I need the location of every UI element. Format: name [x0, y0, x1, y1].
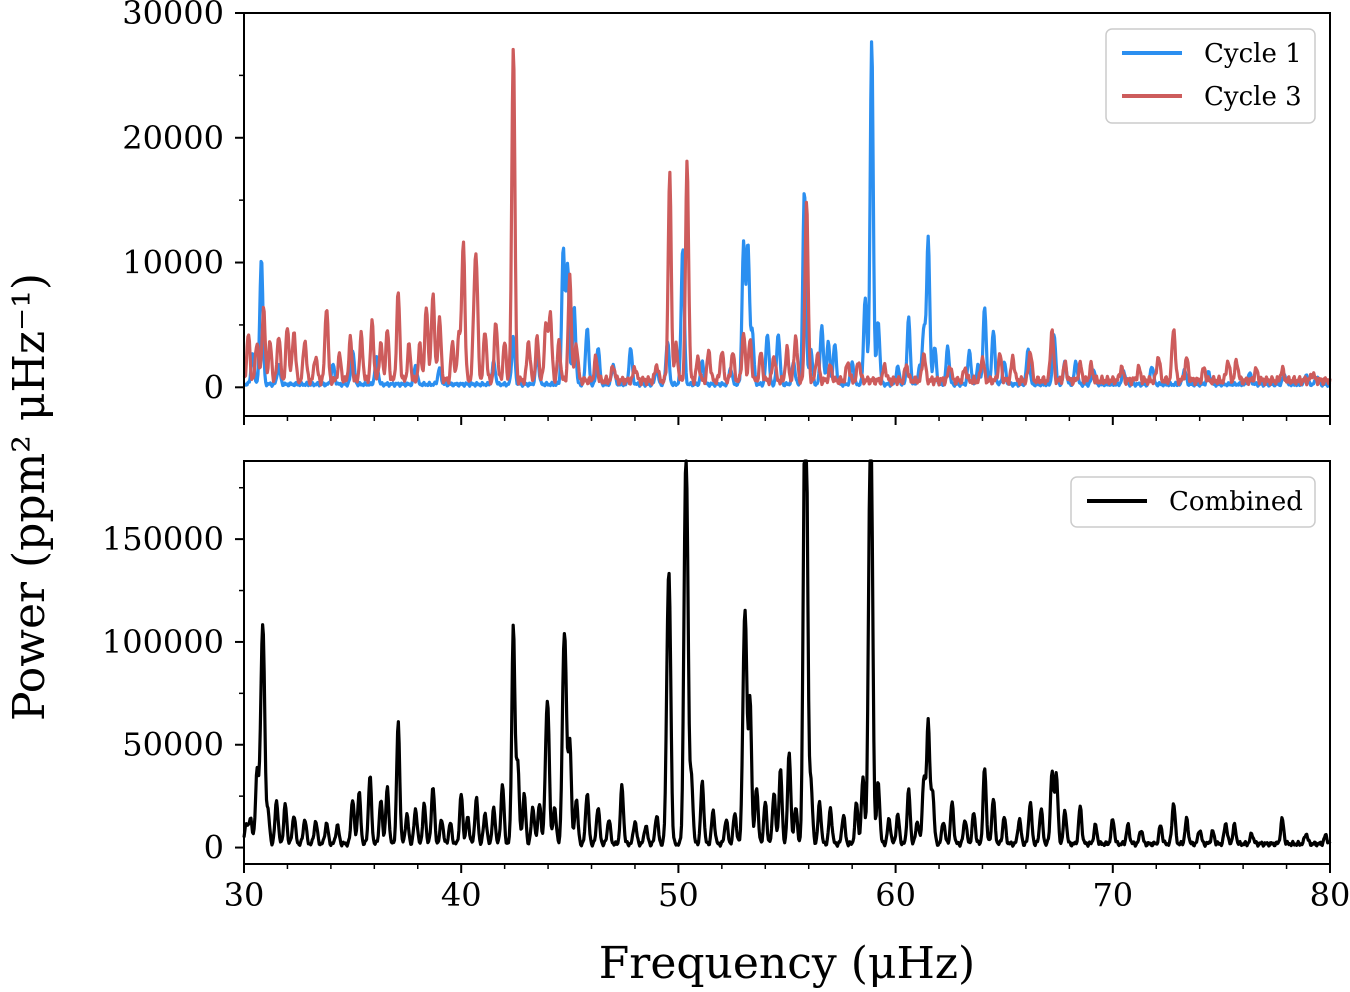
- y-tick-label: 50000: [122, 726, 224, 764]
- bottom-y-tick-labels: 0 50000 100000 150000: [102, 520, 224, 866]
- series-combined-line: [242, 459, 1332, 848]
- x-tick-label: 40: [441, 876, 482, 914]
- top-axes-frame: [243, 12, 1331, 417]
- legend-label-combined: Combined: [1169, 487, 1303, 517]
- y-axis-title: Power (ppm² μHz⁻¹): [4, 273, 55, 721]
- top-panel: 0 10000 20000 30000 Cycle 1 Cycle 3: [122, 0, 1332, 425]
- top-legend: Cycle 1 Cycle 3: [1105, 28, 1316, 124]
- y-tick-label: 10000: [122, 244, 224, 282]
- top-y-tick-labels: 0 10000 20000 30000: [122, 0, 224, 406]
- y-tick-label: 0: [204, 829, 224, 867]
- y-tick-label: 20000: [122, 119, 224, 157]
- legend-label-cycle-3: Cycle 3: [1204, 82, 1302, 112]
- x-tick-label: 50: [658, 876, 699, 914]
- top-series-group: [242, 40, 1332, 388]
- x-tick-label: 70: [1092, 876, 1133, 914]
- bottom-panel: 0 50000 100000 150000 30 40 50 60 70 80 Combined: [102, 459, 1350, 914]
- y-tick-label: 0: [204, 368, 224, 406]
- y-tick-label: 150000: [102, 520, 224, 558]
- series-cycle-3-line: [242, 47, 1332, 387]
- bottom-axes-frame: [243, 460, 1331, 865]
- bottom-legend-box: [1070, 476, 1316, 528]
- x-tick-labels: 30 40 50 60 70 80: [224, 876, 1350, 914]
- bottom-legend: Combined: [1070, 476, 1316, 528]
- y-tick-label: 100000: [102, 623, 224, 661]
- x-axis-title: Frequency (μHz): [599, 938, 975, 989]
- legend-label-cycle-1: Cycle 1: [1204, 39, 1302, 69]
- x-tick-label: 80: [1310, 876, 1350, 914]
- y-tick-label: 30000: [122, 0, 224, 32]
- x-tick-label: 30: [224, 876, 265, 914]
- x-tick-label: 60: [875, 876, 916, 914]
- bottom-series-group: [242, 459, 1332, 848]
